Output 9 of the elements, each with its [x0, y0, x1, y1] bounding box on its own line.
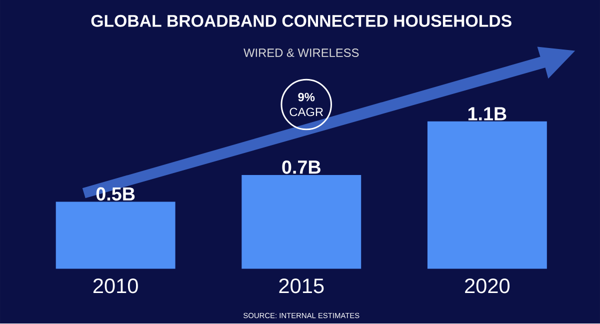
chart-subtitle: WIRED & WIRELESS [244, 48, 359, 58]
chart-title: GLOBAL BROADBAND CONNECTED HOUSEHOLDS [91, 15, 512, 28]
data-label: 1.1B [468, 108, 506, 120]
x-tick-label: 2020 [465, 278, 510, 294]
text: 9% CAGR [290, 93, 323, 116]
data-label: 0.5B [96, 188, 135, 201]
data-label: 0.7B [282, 160, 320, 174]
x-tick-label: 2010 [93, 278, 138, 294]
x-tick-label: 2015 [279, 278, 324, 294]
